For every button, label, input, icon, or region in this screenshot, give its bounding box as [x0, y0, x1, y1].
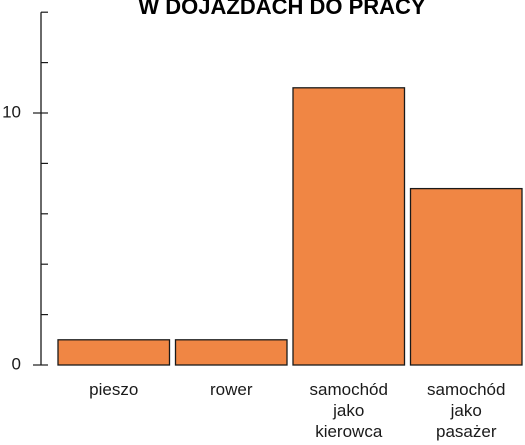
x-category-label-line: samochód [310, 380, 388, 399]
x-axis-labels: pieszo rower samochód jako kierowca samochód j… [89, 380, 505, 441]
chart-title: W DOJAZDACH DO PRACY [138, 0, 426, 19]
x-category-label: rower [210, 380, 253, 399]
bars [57, 87, 523, 366]
x-category-label-line: kierowca [315, 422, 383, 441]
x-category-label-line: pieszo [89, 380, 138, 399]
bar [409, 187, 523, 366]
y-tick-label: 10 [2, 102, 21, 121]
y-axis: 0 10 [2, 11, 48, 373]
x-category-label-line: jako [332, 401, 364, 420]
bar [292, 87, 406, 366]
x-category-label-line: jako [450, 401, 482, 420]
x-category-label: samochód jako pasażer [427, 380, 505, 441]
y-tick-label: 0 [12, 354, 21, 373]
x-category-label-line: rower [210, 380, 253, 399]
bar [57, 339, 171, 366]
x-category-label: samochód jako kierowca [310, 380, 388, 441]
x-category-label-line: pasażer [436, 422, 497, 441]
x-category-label-line: samochód [427, 380, 505, 399]
x-category-label: pieszo [89, 380, 138, 399]
bar [174, 339, 288, 366]
